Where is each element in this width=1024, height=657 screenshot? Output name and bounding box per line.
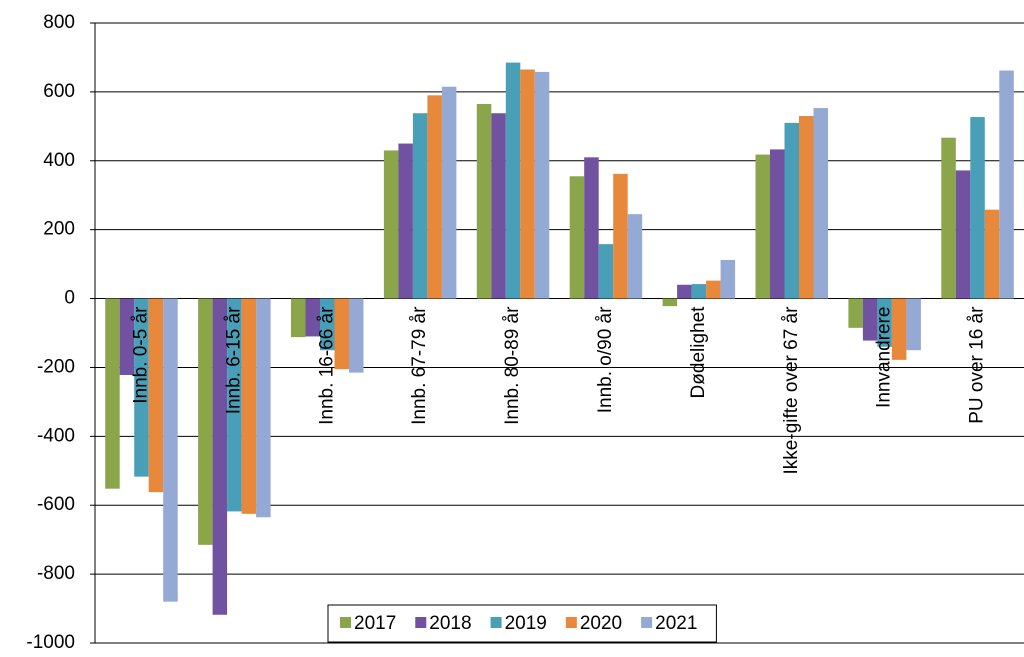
y-tick-label: 400	[43, 150, 75, 171]
bar	[227, 298, 242, 512]
legend-swatch	[641, 617, 653, 628]
bar	[148, 298, 164, 493]
y-tick-label: -400	[37, 425, 75, 446]
x-tick-label: Ikke-gifte over 67 år	[781, 306, 802, 475]
legend-label: 2019	[505, 613, 547, 634]
bar	[241, 298, 257, 514]
bar	[941, 137, 956, 299]
bar	[212, 298, 228, 615]
bar	[291, 298, 306, 338]
bar	[584, 157, 599, 299]
x-tick-label: Innvandrere	[874, 307, 895, 408]
legend-swatch	[490, 617, 502, 628]
x-tick-label: Innb. 16-66 år	[316, 306, 337, 425]
legend-label: 2020	[580, 613, 622, 634]
x-tick-label: Innb. 0-5 år	[130, 306, 151, 404]
bar	[520, 69, 535, 299]
bar	[427, 95, 442, 299]
y-tick-label: 600	[43, 81, 75, 102]
bar	[677, 284, 692, 299]
bar	[784, 122, 799, 299]
y-tick-label: -800	[37, 563, 75, 584]
y-tick-label: -600	[37, 494, 75, 515]
bar	[569, 176, 585, 299]
x-tick-label: Innb. 80-89 år	[502, 306, 523, 425]
y-tick-label: -200	[37, 356, 75, 377]
bar	[813, 108, 828, 299]
bar	[955, 170, 971, 299]
bar	[441, 86, 457, 299]
x-tick-label: Innb. 6-15 år	[223, 306, 244, 414]
bar	[906, 298, 921, 351]
bar	[970, 117, 985, 299]
bar	[627, 214, 643, 299]
bar	[256, 298, 271, 518]
bar	[999, 70, 1014, 299]
bar	[349, 298, 364, 373]
x-tick-label: PU over 16 år	[967, 306, 988, 424]
bar	[848, 298, 863, 328]
bar	[320, 298, 335, 351]
bar	[476, 103, 492, 299]
legend-swatch	[415, 617, 427, 628]
bar	[534, 71, 550, 299]
bar	[163, 298, 178, 602]
bar	[877, 298, 892, 347]
y-tick-label: 800	[43, 12, 75, 33]
bar	[613, 173, 628, 299]
bar	[505, 62, 521, 299]
legend-swatch	[340, 617, 351, 628]
x-tick-label: Dødelighet	[688, 306, 709, 399]
bar	[198, 298, 213, 545]
y-tick-label: 200	[43, 219, 75, 240]
legend-swatch	[565, 617, 577, 628]
bar	[383, 150, 399, 299]
bar	[598, 244, 614, 299]
bar	[755, 154, 770, 299]
x-tick-label: Innb. o/90 år	[595, 306, 616, 413]
bar	[305, 298, 320, 337]
bar	[891, 298, 907, 360]
bar	[984, 209, 1000, 299]
bar	[119, 298, 135, 376]
legend-label: 2017	[354, 613, 396, 634]
bar	[134, 298, 149, 477]
bar	[799, 116, 814, 299]
y-tick-label: 0	[64, 288, 75, 309]
bar	[862, 298, 878, 341]
legend: 2017 2018 2019 2020 2021	[327, 604, 717, 643]
bar	[770, 149, 785, 299]
legend-label: 2021	[655, 613, 697, 634]
bar	[706, 280, 721, 299]
bar	[105, 298, 120, 489]
bar	[720, 259, 736, 299]
x-tick-label: Innb. 67-79 år	[409, 306, 430, 425]
bar	[412, 113, 428, 299]
bar	[662, 298, 678, 307]
bar	[334, 298, 349, 370]
bar	[398, 143, 413, 299]
bar	[691, 284, 707, 299]
y-tick-label: -1000	[26, 632, 75, 652]
legend-label: 2018	[429, 613, 471, 634]
bar	[491, 113, 506, 299]
